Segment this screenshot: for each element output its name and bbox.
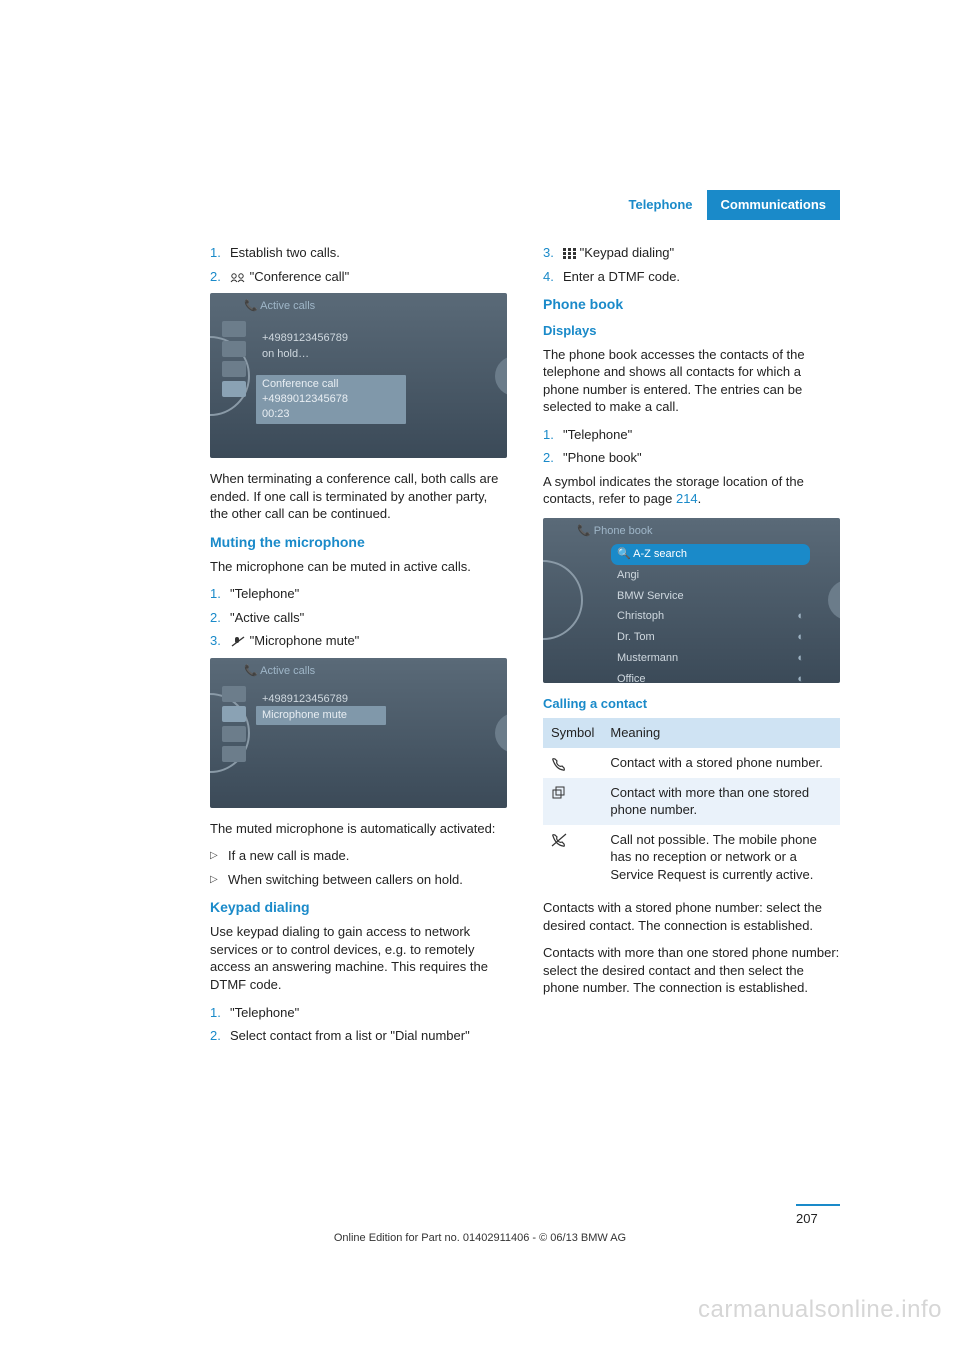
step-text: Establish two calls. xyxy=(230,244,507,262)
symbol-cell xyxy=(543,748,602,778)
phone-crossed-icon xyxy=(551,833,567,847)
ss-title: 📞 Active calls xyxy=(244,299,315,314)
ss-title: 📞 Active calls xyxy=(244,664,315,679)
paragraph: The phone book accesses the contacts of … xyxy=(543,346,840,416)
meaning-cell: Contact with a stored phone number. xyxy=(602,748,840,778)
heading-muting: Muting the microphone xyxy=(210,533,507,552)
screenshot-phonebook: 📞 Phone book 🔍 A-Z search Angi BMW Servi… xyxy=(543,518,840,683)
keypad-steps-right: 3. "Keypad dialing" 4.Enter a DTMF code. xyxy=(543,244,840,285)
screenshot-mic-mute: 📞 Active calls +4989123456789 Microphone… xyxy=(210,658,507,808)
tab-communications: Communications xyxy=(707,190,840,220)
step-text: "Keypad dialing" xyxy=(563,244,840,262)
symbol-cell xyxy=(543,825,602,890)
step-text: "Telephone" xyxy=(230,1004,507,1022)
step-text: "Active calls" xyxy=(230,609,507,627)
heading-calling: Calling a contact xyxy=(543,695,840,713)
muting-steps: 1."Telephone" 2."Active calls" 3. "Micro… xyxy=(210,585,507,650)
right-column: 3. "Keypad dialing" 4.Enter a DTMF code.… xyxy=(543,244,840,1051)
mic-mute-icon xyxy=(230,636,246,647)
cards-icon xyxy=(551,786,567,800)
meaning-cell: Contact with more than one stored phone … xyxy=(602,778,840,825)
paragraph: Contacts with a stored phone number: sel… xyxy=(543,899,840,934)
watermark: carmanualsonline.info xyxy=(698,1294,942,1326)
heading-displays: Displays xyxy=(543,322,840,340)
paragraph: A symbol indicates the storage location … xyxy=(543,473,840,508)
muted-bullets: ▷If a new call is made. ▷When switching … xyxy=(210,847,507,888)
phonebook-steps: 1."Telephone" 2."Phone book" xyxy=(543,426,840,467)
paragraph: The microphone can be muted in active ca… xyxy=(210,558,507,576)
ss-title: 📞 Phone book xyxy=(577,524,652,539)
step-text: Enter a DTMF code. xyxy=(563,268,840,286)
step-text: Select contact from a list or "Dial numb… xyxy=(230,1027,507,1045)
th-meaning: Meaning xyxy=(602,718,840,748)
symbol-cell xyxy=(543,778,602,825)
screenshot-conference: 📞 Active calls +4989123456789 on hold… C… xyxy=(210,293,507,458)
bullet-text: When switching between callers on hold. xyxy=(228,871,463,889)
paragraph: Contacts with more than one stored phone… xyxy=(543,944,840,997)
page-link-214[interactable]: 214 xyxy=(676,491,698,506)
keypad-steps-left: 1."Telephone" 2.Select contact from a li… xyxy=(210,1004,507,1045)
keypad-icon xyxy=(563,248,576,259)
phone-handset-icon xyxy=(551,757,567,771)
paragraph: The muted microphone is automatically ac… xyxy=(210,820,507,838)
step-text: "Conference call" xyxy=(230,268,507,286)
page-number: 207 xyxy=(796,1204,840,1228)
paragraph: When terminating a conference call, both… xyxy=(210,470,507,523)
step-text: "Phone book" xyxy=(563,449,840,467)
heading-keypad: Keypad dialing xyxy=(210,898,507,917)
heading-phonebook: Phone book xyxy=(543,295,840,314)
step-text: "Telephone" xyxy=(230,585,507,603)
left-column: 1.Establish two calls. 2. "Conference ca… xyxy=(210,244,507,1051)
th-symbol: Symbol xyxy=(543,718,602,748)
conference-icon xyxy=(230,272,246,283)
step-text: "Telephone" xyxy=(563,426,840,444)
step-text: "Microphone mute" xyxy=(230,632,507,650)
header-tabs: Telephone Communications xyxy=(614,190,840,220)
conference-steps: 1.Establish two calls. 2. "Conference ca… xyxy=(210,244,507,285)
footer-line: Online Edition for Part no. 01402911406 … xyxy=(0,1231,960,1246)
meaning-cell: Call not possible. The mobile phone has … xyxy=(602,825,840,890)
paragraph: Use keypad dialing to gain access to net… xyxy=(210,923,507,993)
symbol-meaning-table: Symbol Meaning Contact with a stored pho… xyxy=(543,718,840,889)
tab-telephone: Telephone xyxy=(614,190,706,220)
bullet-text: If a new call is made. xyxy=(228,847,349,865)
